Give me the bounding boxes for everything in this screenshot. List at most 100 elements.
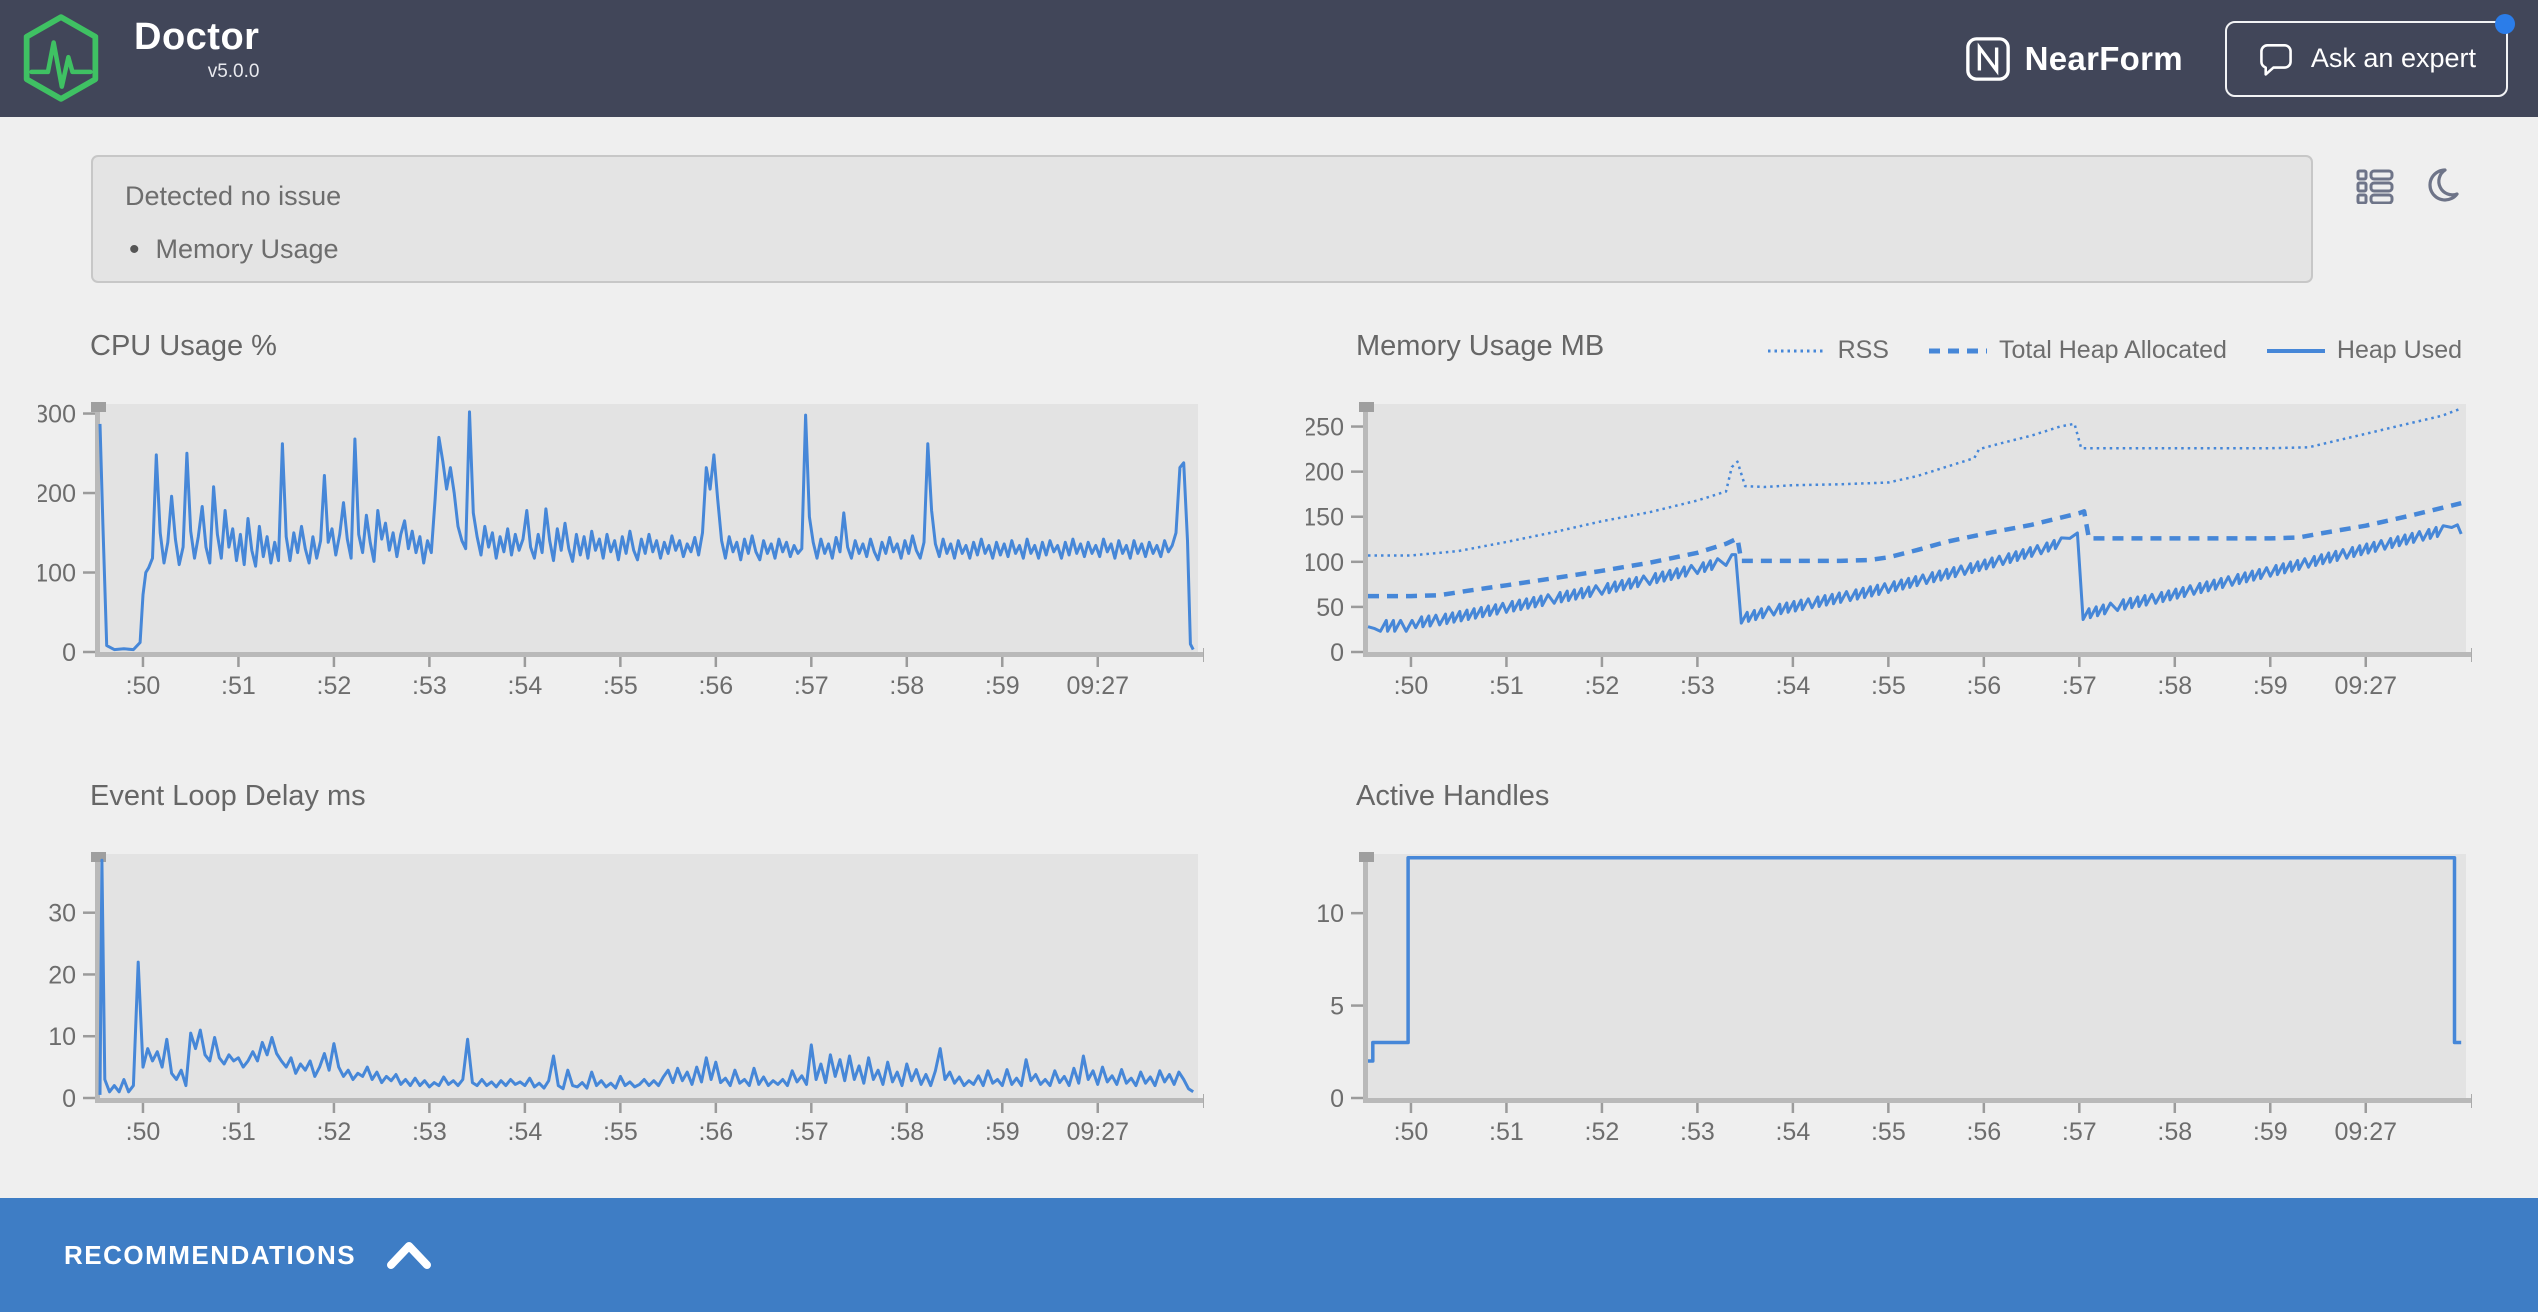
x-tick-label: :54 bbox=[1775, 1118, 1810, 1144]
eventloop-chart[interactable]: 0 10 20 30:50:51:52:53:54:55:56:57:58:59 09:… bbox=[38, 848, 1213, 1149]
y-axis-bar[interactable] bbox=[95, 404, 100, 652]
x-tick-label: :57 bbox=[794, 672, 829, 698]
x-axis-bar[interactable] bbox=[1363, 652, 2471, 657]
eventloop-chart-title: Event Loop Delay ms bbox=[90, 780, 366, 812]
memory-plot[interactable]: 0 50 100 150 200 250:50:51:52:53:54:55:56:57:… bbox=[1302, 398, 2481, 700]
status-item-memory-usage: • Memory Usage bbox=[129, 234, 2279, 265]
x-tick bbox=[1791, 1102, 1795, 1113]
y-tick bbox=[1351, 605, 1363, 609]
x-tick-label: :53 bbox=[1680, 1118, 1715, 1144]
cpu-chart-title: CPU Usage % bbox=[90, 330, 277, 362]
x-tick bbox=[2269, 656, 2272, 667]
nearform-wordmark: NearForm bbox=[2024, 39, 2183, 77]
app-title-block: Doctor v5.0.0 bbox=[134, 16, 259, 83]
eventloop-series-delay bbox=[98, 858, 1195, 1095]
handles-chart[interactable]: 0 5 10:50:51:52:53:54:55:56:57:58:59 09:27 bbox=[1306, 848, 2481, 1149]
y-tick bbox=[1351, 650, 1363, 654]
x-tick bbox=[1409, 1102, 1413, 1113]
x-tick-label: :51 bbox=[221, 1118, 256, 1144]
x-tick bbox=[237, 656, 240, 667]
x-tick bbox=[1887, 656, 1890, 667]
x-axis-handle[interactable] bbox=[2471, 648, 2481, 662]
x-axis-handle[interactable] bbox=[1203, 1094, 1213, 1108]
y-tick-label: 250 bbox=[1306, 414, 1344, 442]
y-axis-handle[interactable] bbox=[91, 402, 106, 412]
x-tick-label: :59 bbox=[2253, 1118, 2288, 1144]
y-tick-label: 30 bbox=[48, 900, 76, 928]
y-axis-handle[interactable] bbox=[91, 852, 106, 862]
memory-legend: RSS Total Heap Allocated Heap Used bbox=[1767, 336, 2462, 365]
legend-item-rss: RSS bbox=[1767, 336, 1889, 365]
y-axis-bar[interactable] bbox=[1363, 404, 1368, 652]
y-tick bbox=[1351, 425, 1363, 428]
x-tick-label: :55 bbox=[1871, 672, 1906, 698]
y-tick bbox=[83, 491, 95, 495]
x-tick bbox=[2269, 1102, 2272, 1113]
x-tick-label: :58 bbox=[2157, 672, 2192, 698]
x-tick-label: :53 bbox=[412, 672, 447, 698]
heap-used-solid-line-icon bbox=[2266, 348, 2325, 353]
y-tick-label: 0 bbox=[1330, 1085, 1344, 1113]
y-tick-label: 0 bbox=[1330, 639, 1344, 667]
y-axis-handle[interactable] bbox=[1359, 402, 1374, 412]
moon-icon bbox=[2428, 168, 2459, 202]
x-tick bbox=[1505, 656, 1508, 667]
x-tick-label: :52 bbox=[317, 672, 352, 698]
y-axis-bar[interactable] bbox=[1363, 854, 1368, 1098]
x-tick bbox=[332, 1102, 336, 1113]
app-version: v5.0.0 bbox=[207, 61, 260, 82]
handles-plot[interactable]: 0 5 10:50:51:52:53:54:55:56:57:58:59 09:27 bbox=[1306, 848, 2481, 1146]
eventloop-plot[interactable]: 0 10 20 30:50:51:52:53:54:55:56:57:58:59 09:… bbox=[38, 848, 1213, 1146]
x-tick-label: :52 bbox=[1585, 672, 1620, 698]
x-tick-label: :54 bbox=[507, 672, 542, 698]
x-axis-handle[interactable] bbox=[2471, 1094, 2481, 1108]
x-tick-label: :55 bbox=[603, 672, 638, 698]
cpu-plot-area[interactable] bbox=[100, 404, 1198, 652]
status-card: Detected no issue • Memory Usage bbox=[91, 155, 2313, 283]
x-axis-handle[interactable] bbox=[1203, 648, 1213, 662]
x-axis-bar[interactable] bbox=[95, 652, 1203, 657]
x-tick bbox=[619, 656, 622, 667]
y-axis-bar[interactable] bbox=[95, 854, 100, 1098]
x-tick-label: :50 bbox=[1394, 672, 1429, 698]
theme-toggle-button[interactable] bbox=[2420, 165, 2462, 207]
x-tick bbox=[2364, 1102, 2367, 1113]
doctor-logo bbox=[23, 14, 99, 102]
x-tick bbox=[141, 1102, 145, 1113]
y-tick bbox=[83, 412, 95, 415]
x-tick bbox=[2078, 1102, 2081, 1113]
x-tick bbox=[1600, 1102, 1604, 1113]
x-tick bbox=[428, 656, 431, 667]
handles-plot-area[interactable] bbox=[1368, 854, 2466, 1098]
x-tick bbox=[2173, 1102, 2177, 1113]
x-axis-bar[interactable] bbox=[95, 1098, 1203, 1103]
y-tick bbox=[1351, 1004, 1363, 1007]
notification-dot bbox=[2495, 13, 2515, 34]
y-tick bbox=[1351, 470, 1363, 473]
x-tick-label: :57 bbox=[794, 1118, 829, 1144]
y-tick-label: 50 bbox=[1316, 594, 1344, 622]
x-tick-label: :52 bbox=[317, 1118, 352, 1144]
eventloop-plot-area[interactable] bbox=[100, 854, 1198, 1098]
x-axis-bar[interactable] bbox=[1363, 1098, 2471, 1103]
y-tick-label: 10 bbox=[48, 1023, 76, 1051]
list-view-toggle-button[interactable] bbox=[2356, 168, 2394, 205]
x-tick bbox=[810, 656, 813, 667]
y-tick-label: 200 bbox=[38, 480, 76, 508]
x-tick bbox=[1696, 656, 1699, 667]
memory-chart-title: Memory Usage MB bbox=[1356, 330, 1605, 362]
y-axis-handle[interactable] bbox=[1359, 852, 1374, 862]
cpu-plot[interactable]: 0 100 200 300:50:51:52:53:54:55:56:57:58:59… bbox=[34, 398, 1213, 700]
y-tick bbox=[1351, 911, 1363, 915]
memory-plot-area[interactable] bbox=[1368, 404, 2466, 652]
ask-an-expert-button[interactable]: Ask an expert bbox=[2224, 13, 2515, 97]
status-title: Detected no issue bbox=[125, 181, 342, 211]
x-tick bbox=[523, 656, 527, 667]
memory-chart[interactable]: 0 50 100 150 200 250:50:51:52:53:54:55:56:57:… bbox=[1302, 398, 2481, 703]
x-tick-label: :50 bbox=[126, 1118, 161, 1144]
y-tick bbox=[83, 650, 95, 654]
recommendations-toggle-button[interactable]: RECOMMENDATIONS bbox=[64, 1240, 432, 1271]
x-tick-label: :57 bbox=[2062, 672, 2097, 698]
cpu-chart[interactable]: 0 100 200 300:50:51:52:53:54:55:56:57:58:59… bbox=[34, 398, 1213, 703]
x-tick-label: :55 bbox=[1871, 1118, 1906, 1144]
